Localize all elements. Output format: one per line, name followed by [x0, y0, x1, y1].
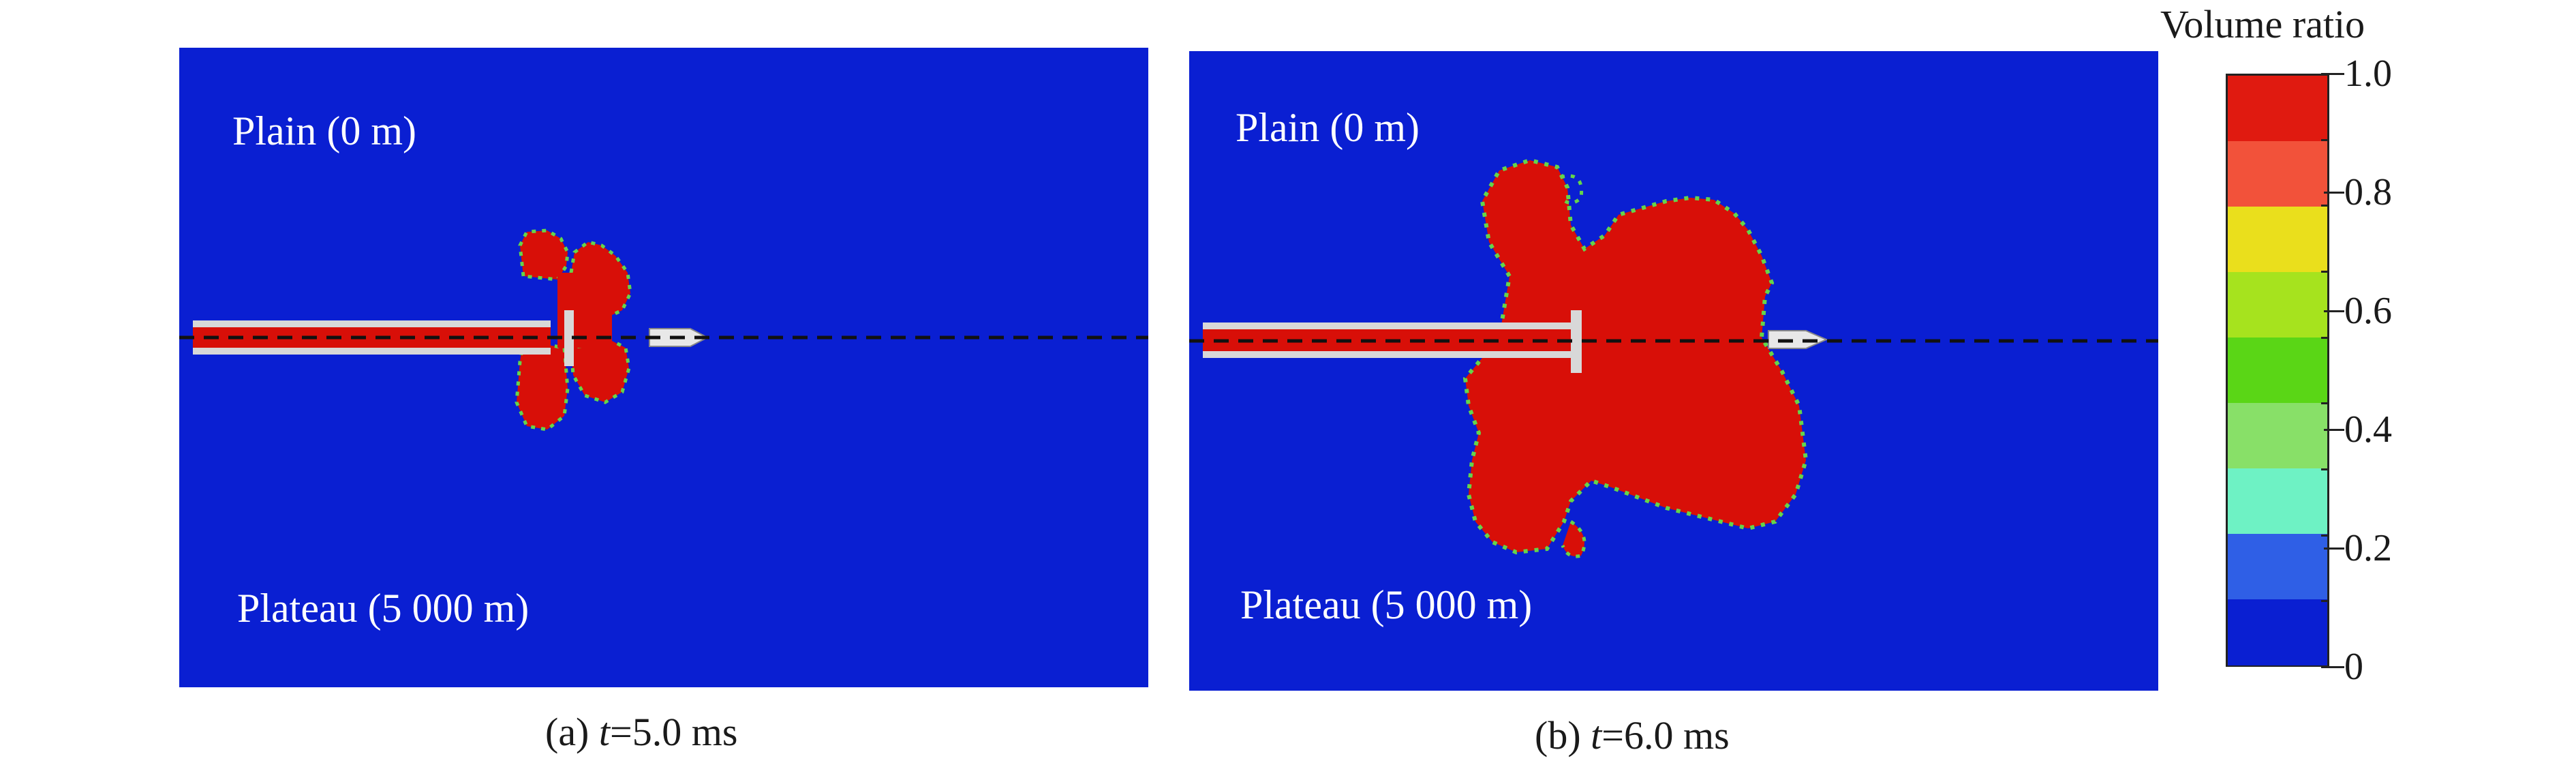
- colorbar-major-tick: [2324, 192, 2344, 194]
- colorbar-tick-label: 0.6: [2344, 290, 2392, 332]
- colorbar-tick: [2321, 271, 2329, 273]
- panel-b-bottom-label: Plateau (5 000 m): [1240, 582, 1533, 627]
- panel-b-expanded-region: [1462, 158, 1809, 555]
- colorbar-band: [2228, 207, 2327, 273]
- colorbar-major-tick: [2324, 548, 2344, 550]
- panel-b-top-label: Plain (0 m): [1236, 105, 1420, 150]
- colorbar-band: [2228, 141, 2327, 207]
- colorbar-band: [2228, 403, 2327, 469]
- colorbar-major-tick: [2324, 73, 2344, 75]
- colorbar-tick-label: 0: [2344, 646, 2363, 688]
- colorbar-band: [2228, 338, 2327, 404]
- colorbar-tick-label: 0.2: [2344, 527, 2392, 569]
- colorbar-band: [2228, 76, 2327, 142]
- panel-a-expanded-region: [515, 228, 632, 432]
- colorbar-tick-label: 0.4: [2344, 408, 2392, 451]
- colorbar-tick: [2321, 402, 2329, 405]
- colorbar-major-tick: [2324, 429, 2344, 431]
- colorbar-band: [2228, 599, 2327, 665]
- colorbar: [2226, 74, 2329, 667]
- colorbar-major-tick: [2324, 310, 2344, 312]
- colorbar-tick: [2321, 138, 2329, 141]
- colorbar-tick: [2321, 468, 2329, 470]
- colorbar-tick: [2321, 600, 2329, 603]
- colorbar-tick: [2321, 336, 2329, 339]
- panel-a-plot: [179, 228, 1148, 432]
- panel-a-tube: [193, 310, 709, 366]
- panel-a-field: Plain (0 m) Plateau (5 000 m): [179, 48, 1148, 687]
- colorbar-major-tick: [2324, 666, 2344, 668]
- colorbar-band: [2228, 468, 2327, 535]
- colorbar-tick: [2321, 534, 2329, 537]
- panel-b-field: Plain (0 m) Plateau (5 000 m): [1189, 51, 2158, 691]
- panel-a-caption: (a) t=5.0 ms: [545, 710, 738, 754]
- panel-a-top-label: Plain (0 m): [232, 108, 416, 153]
- colorbar-band: [2228, 272, 2327, 338]
- panel-b-caption: (b) t=6.0 ms: [1535, 713, 1730, 758]
- colorbar-tick-label: 1.0: [2344, 52, 2392, 95]
- colorbar-tick-label: 0.8: [2344, 171, 2392, 213]
- panel-a-bottom-label: Plateau (5 000 m): [237, 586, 530, 631]
- colorbar-band: [2228, 534, 2327, 600]
- panel-b-plot: [1189, 158, 2158, 558]
- colorbar-tick: [2321, 205, 2329, 207]
- legend-title: Volume ratio: [2160, 2, 2365, 46]
